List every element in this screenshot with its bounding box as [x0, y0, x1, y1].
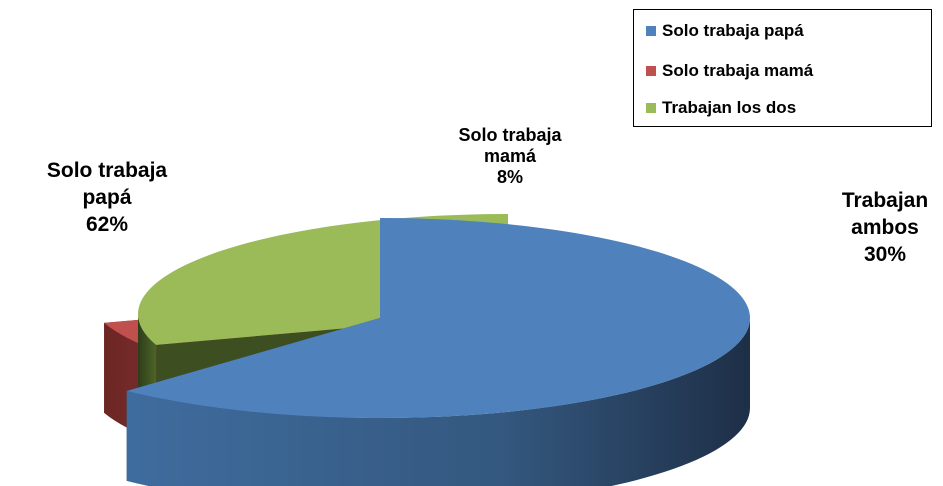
legend-swatch-mama	[646, 66, 656, 76]
legend-item-papa: Solo trabaja papá	[646, 19, 804, 43]
data-label-papa: Solo trabaja papá 62%	[22, 157, 192, 238]
legend-item-mama: Solo trabaja mamá	[646, 59, 813, 83]
chart-legend: Solo trabaja papá Solo trabaja mamá Trab…	[633, 9, 932, 127]
slice-papa	[126, 218, 751, 418]
legend-label-ambos: Trabajan los dos	[662, 98, 797, 117]
data-label-papa-value: 62%	[85, 213, 129, 236]
data-label-ambos-line1: Trabajan	[841, 189, 929, 212]
legend-swatch-ambos	[646, 103, 656, 113]
legend-label-papa: Solo trabaja papá	[662, 21, 804, 40]
data-label-ambos-line2: ambos	[851, 216, 919, 239]
slice-papa-side	[126, 318, 750, 486]
data-label-mama-line1: Solo trabaja	[458, 125, 562, 145]
legend-swatch-papa	[646, 26, 656, 36]
data-label-mama-value: 8%	[496, 167, 523, 187]
legend-label-mama: Solo trabaja mamá	[662, 61, 814, 80]
data-label-mama: Solo trabaja mamá 8%	[430, 125, 590, 188]
data-label-mama-line2: mamá	[483, 146, 537, 166]
data-label-papa-line1: Solo trabaja	[46, 159, 168, 182]
data-label-ambos: Trabajan ambos 30%	[815, 187, 943, 268]
data-label-papa-line2: papá	[82, 186, 132, 209]
data-label-ambos-value: 30%	[863, 243, 907, 266]
legend-item-ambos: Trabajan los dos	[646, 96, 796, 120]
